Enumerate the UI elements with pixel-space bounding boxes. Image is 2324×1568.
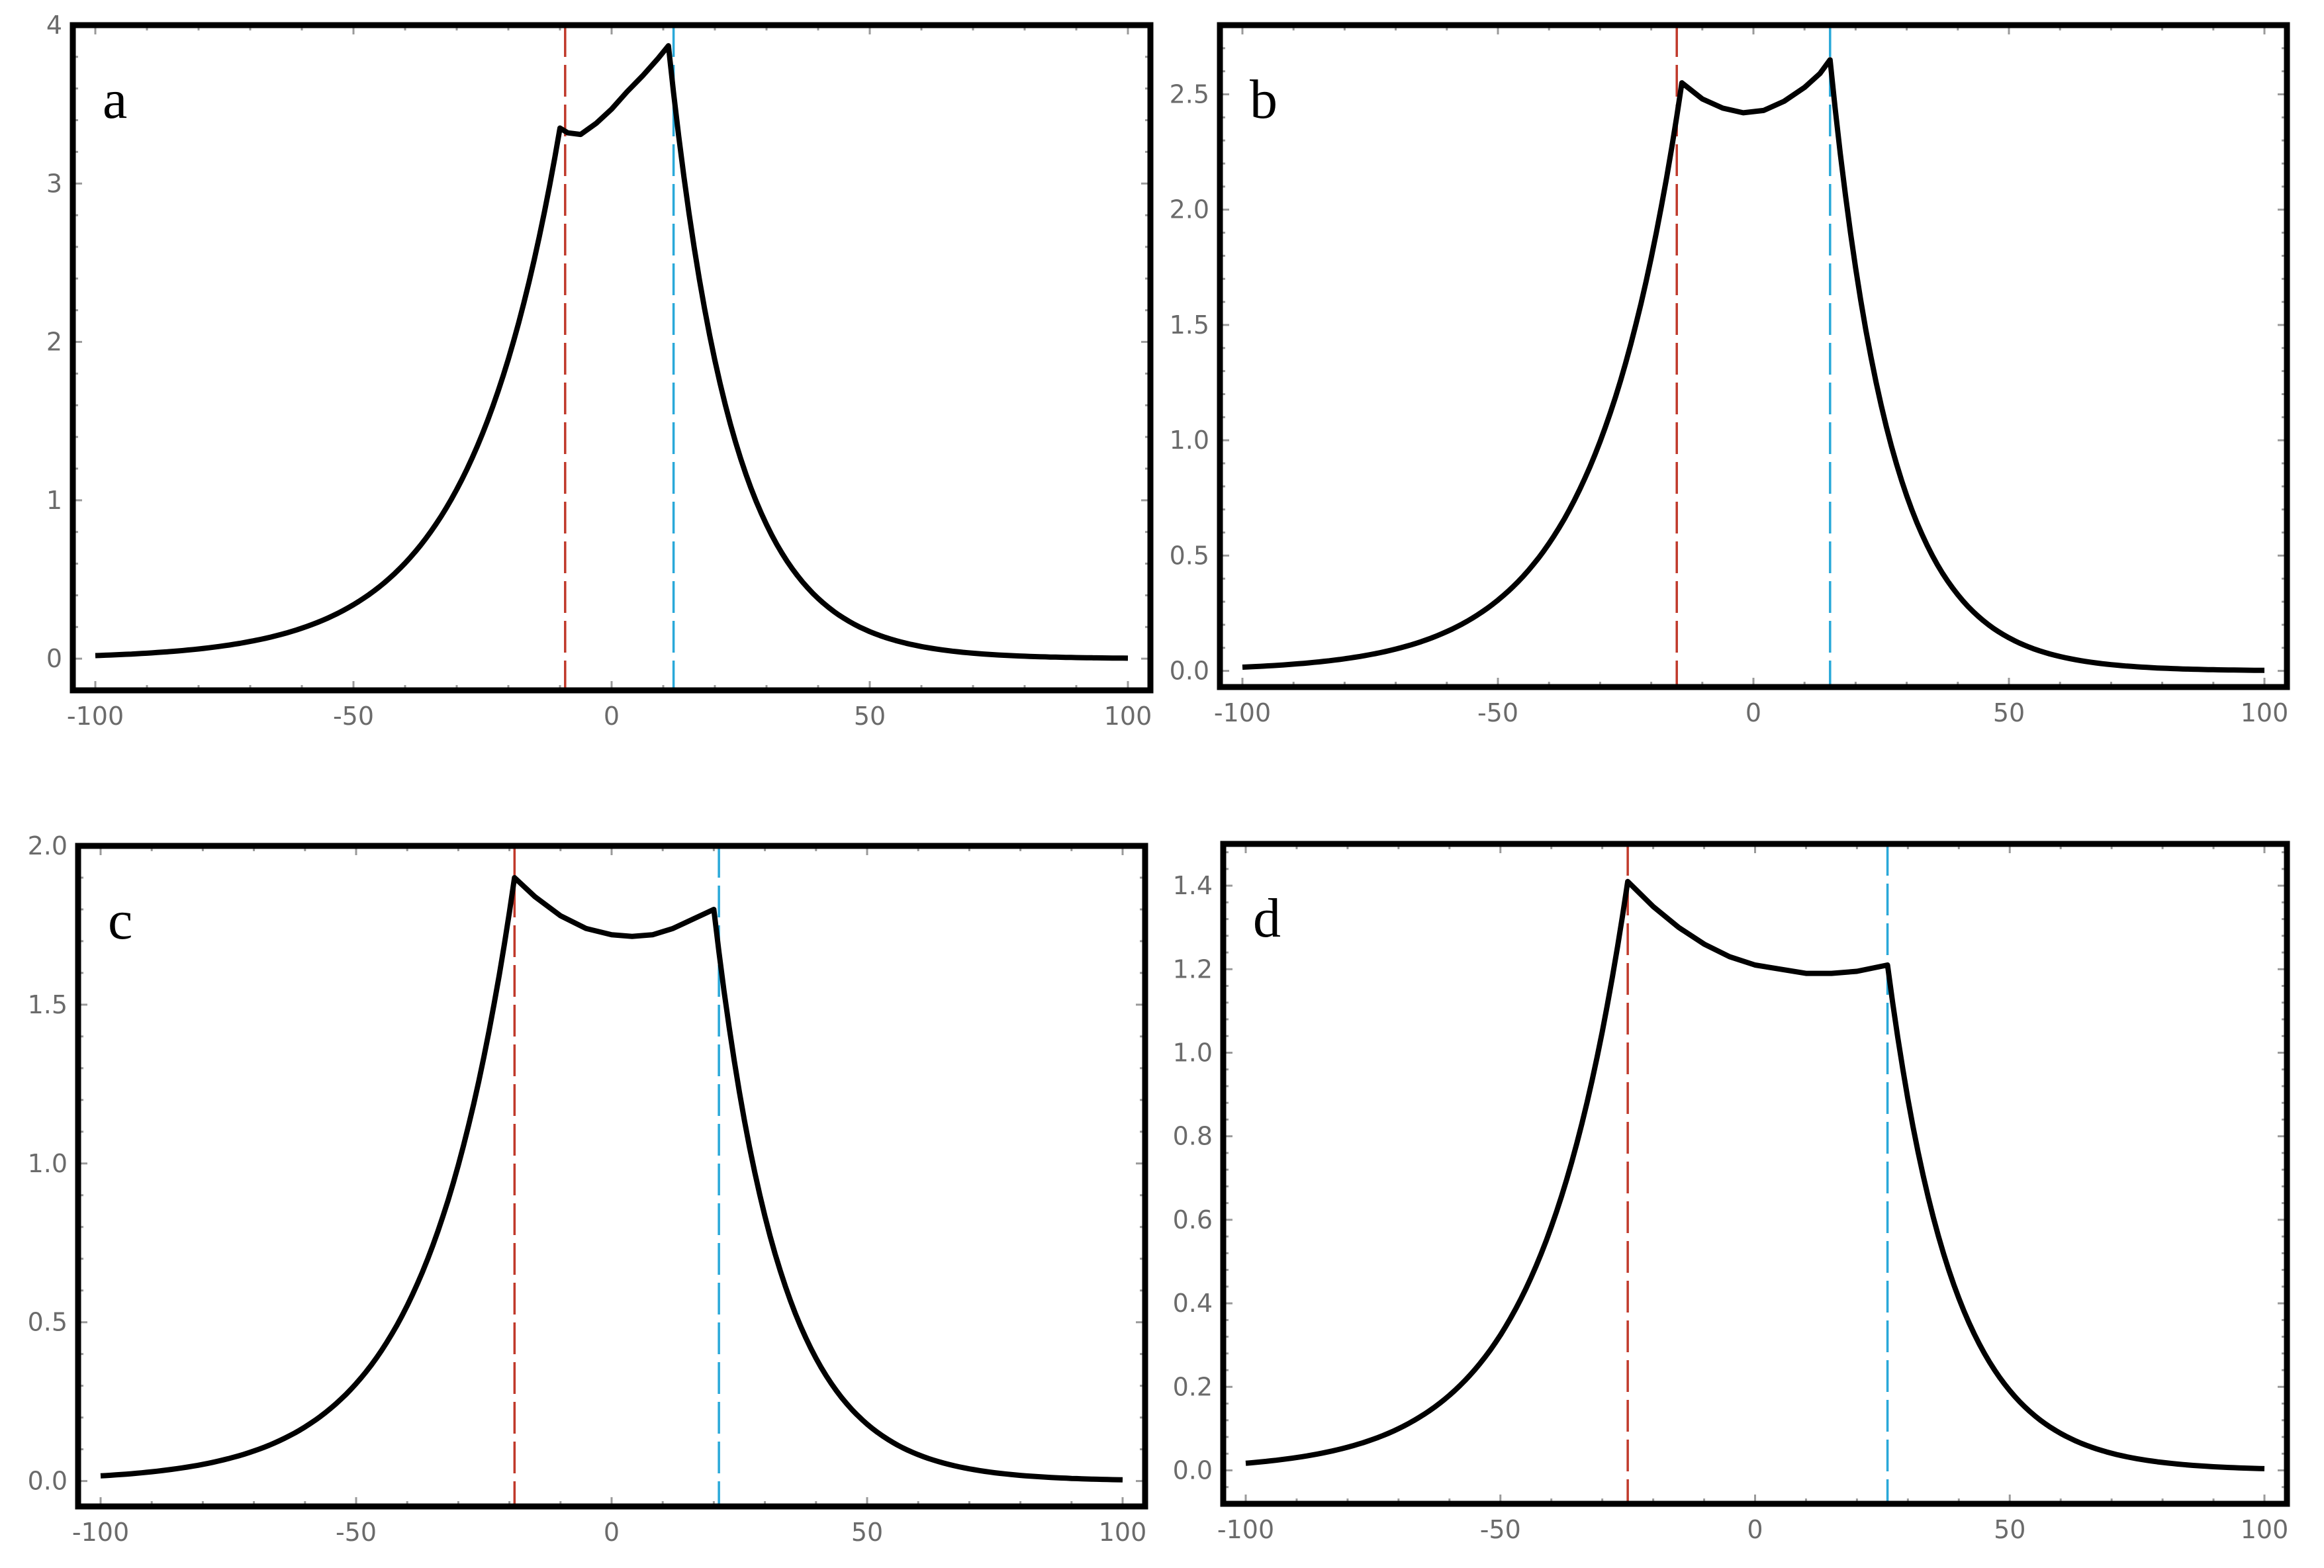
chart-c-panel-label: c bbox=[108, 890, 132, 951]
chart-d-y-tick-label: 1.2 bbox=[1173, 954, 1213, 984]
chart-d-y-tick-label: 0.8 bbox=[1173, 1122, 1213, 1151]
chart-c-x-tick-label: 0 bbox=[604, 1518, 620, 1547]
chart-d-x-tick-label: 100 bbox=[2241, 1515, 2289, 1544]
chart-a-y-tick-label: 2 bbox=[46, 328, 62, 357]
chart-c-x-tick-label: 100 bbox=[1099, 1518, 1147, 1547]
chart-a-y-tick-label: 3 bbox=[46, 169, 62, 198]
chart-d-x-tick-label: 0 bbox=[1747, 1515, 1763, 1544]
chart-b-y-tick-label: 0.0 bbox=[1170, 657, 1209, 686]
chart-d-y-tick-label: 0.0 bbox=[1173, 1456, 1213, 1485]
chart-d-y-tick-label: 1.0 bbox=[1173, 1038, 1213, 1068]
chart-a-x-tick-label: -50 bbox=[333, 702, 374, 731]
chart-b-y-tick-label: 2.5 bbox=[1170, 80, 1209, 109]
chart-a-x-tick-label: 50 bbox=[854, 702, 886, 731]
chart-panel-b: -100 -50 0 50 100 0.0 0.5 1.0 1.5 2.0 2.5 b bbox=[1170, 22, 2290, 727]
chart-b-y-tick-label: 1.0 bbox=[1170, 426, 1209, 455]
chart-panel-d: -100 -50 0 50 100 0.0 0.2 0.4 0.6 0.8 1.0 1.2 1.4 d bbox=[1173, 841, 2290, 1544]
chart-a-y-tick-label: 1 bbox=[46, 486, 62, 515]
chart-c-x-tick-label: 50 bbox=[851, 1518, 883, 1547]
chart-a-x-tick-label: 100 bbox=[1104, 702, 1152, 731]
chart-b-x-tick-label: -100 bbox=[1214, 698, 1271, 727]
chart-a-panel-label: a bbox=[103, 69, 127, 130]
chart-b-plot-frame bbox=[1217, 22, 2290, 690]
chart-a-y-tick-label: 0 bbox=[46, 644, 62, 673]
chart-d-plot-frame bbox=[1220, 841, 2290, 1507]
chart-b-y-tick-label: 1.5 bbox=[1170, 310, 1209, 340]
chart-c-x-tick-label: -100 bbox=[72, 1518, 129, 1547]
chart-c-y-tick-label: 1.5 bbox=[28, 990, 68, 1019]
chart-c-y-tick-label: 1.0 bbox=[28, 1149, 68, 1178]
chart-c-y-tick-label: 0.5 bbox=[28, 1308, 68, 1337]
chart-c-curve-profile bbox=[100, 875, 1123, 1483]
chart-d-x-tick-label: -50 bbox=[1480, 1515, 1521, 1544]
chart-panel-a: -100 -50 0 50 100 0 1 2 3 4 a bbox=[46, 11, 1154, 731]
chart-b-x-tick-label: 50 bbox=[1993, 698, 2025, 727]
chart-d-y-tick-label: 0.6 bbox=[1173, 1205, 1213, 1234]
chart-c-y-tick-label: 2.0 bbox=[28, 831, 68, 860]
chart-b-curve-profile bbox=[1242, 57, 2264, 673]
chart-d-curve-profile bbox=[1245, 878, 2265, 1471]
chart-c-x-tick-label: -50 bbox=[336, 1518, 377, 1547]
chart-d-x-tick-label: 50 bbox=[1994, 1515, 2025, 1544]
chart-d-panel-label: d bbox=[1253, 888, 1281, 949]
chart-c-plot-frame bbox=[75, 843, 1148, 1510]
chart-b-x-tick-label: 100 bbox=[2241, 698, 2289, 727]
chart-a-curve-profile bbox=[95, 43, 1129, 661]
chart-b-y-tick-label: 0.5 bbox=[1170, 541, 1209, 570]
chart-b-panel-label: b bbox=[1250, 69, 1278, 130]
chart-a-plot-frame bbox=[70, 22, 1154, 694]
chart-b-x-tick-label: -50 bbox=[1477, 698, 1518, 727]
chart-panel-c: -100 -50 0 50 100 0.0 0.5 1.0 1.5 2.0 c bbox=[28, 831, 1148, 1547]
chart-a-x-tick-label: -100 bbox=[67, 702, 124, 731]
chart-d-y-tick-label: 0.2 bbox=[1173, 1372, 1213, 1401]
chart-d-x-tick-label: -100 bbox=[1217, 1515, 1274, 1544]
chart-a-x-tick-label: 0 bbox=[604, 702, 620, 731]
chart-d-y-tick-label: 1.4 bbox=[1173, 871, 1213, 900]
chart-d-y-tick-label: 0.4 bbox=[1173, 1289, 1213, 1318]
chart-c-y-tick-label: 0.0 bbox=[28, 1467, 68, 1496]
chart-a-y-tick-label: 4 bbox=[46, 11, 62, 40]
chart-b-x-tick-label: 0 bbox=[1745, 698, 1761, 727]
chart-b-y-tick-label: 2.0 bbox=[1170, 195, 1209, 224]
